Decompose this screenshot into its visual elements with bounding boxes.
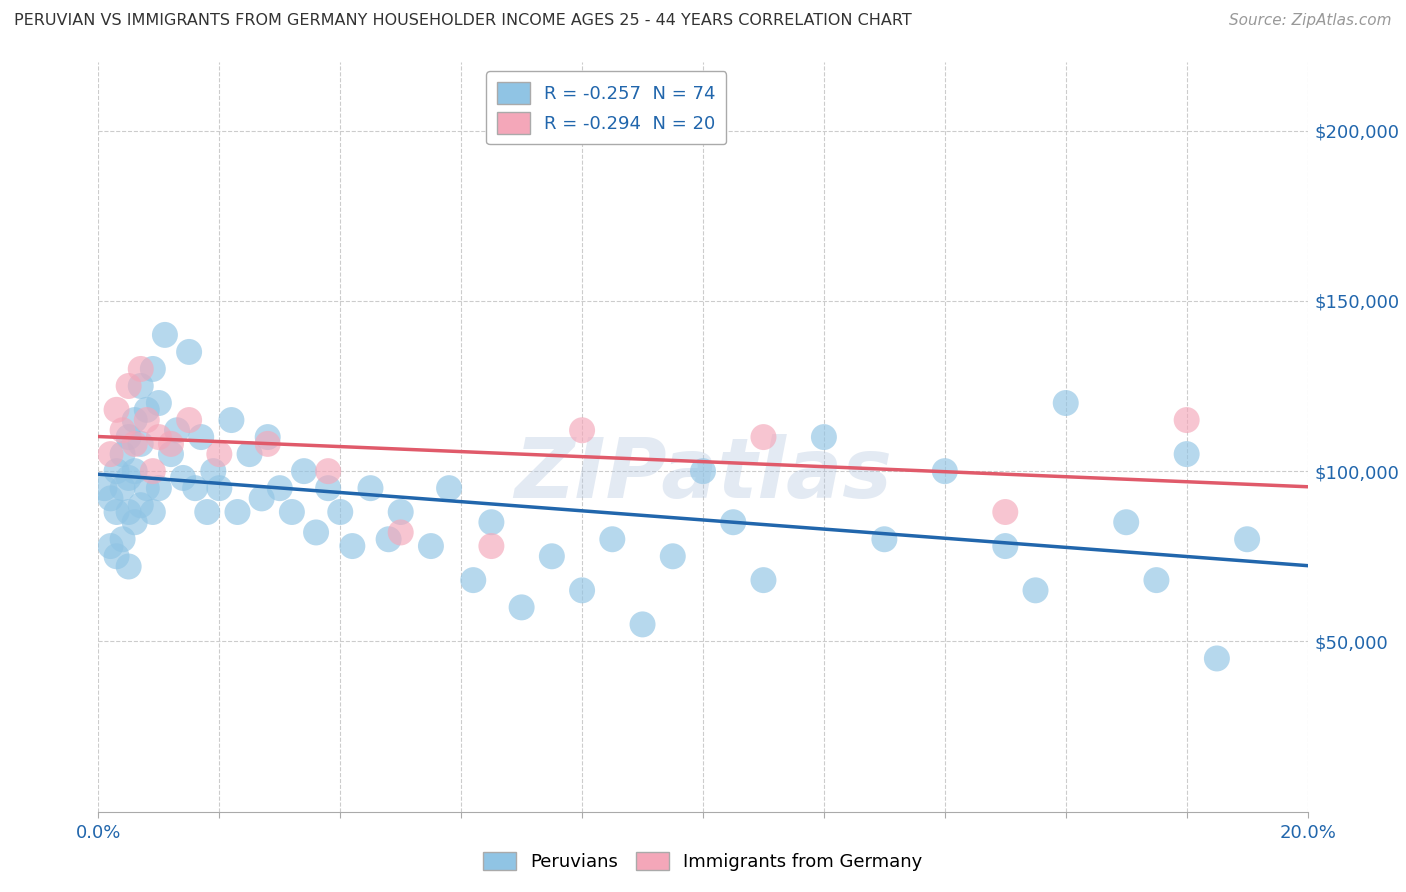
Peruvians	[269, 481, 291, 495]
Peruvians	[124, 413, 146, 427]
Immigrants from Germany	[481, 539, 503, 553]
Peruvians	[124, 464, 146, 478]
Immigrants from Germany	[100, 447, 122, 461]
Peruvians	[250, 491, 273, 506]
Peruvians	[100, 491, 122, 506]
Peruvians	[111, 447, 134, 461]
Immigrants from Germany	[571, 423, 593, 437]
Immigrants from Germany	[111, 423, 134, 437]
Immigrants from Germany	[135, 413, 157, 427]
Peruvians	[692, 464, 714, 478]
Peruvians	[631, 617, 654, 632]
Peruvians	[118, 505, 141, 519]
Peruvians	[360, 481, 382, 495]
Peruvians	[540, 549, 562, 564]
Peruvians	[105, 505, 128, 519]
Peruvians	[1115, 515, 1137, 529]
Peruvians	[420, 539, 443, 553]
Peruvians	[172, 471, 194, 485]
Peruvians	[377, 533, 399, 547]
Peruvians	[148, 481, 170, 495]
Immigrants from Germany	[179, 413, 201, 427]
Peruvians	[100, 539, 122, 553]
Peruvians	[389, 505, 412, 519]
Legend: R = -0.257  N = 74, R = -0.294  N = 20: R = -0.257 N = 74, R = -0.294 N = 20	[486, 71, 727, 145]
Peruvians	[111, 533, 134, 547]
Legend: Peruvians, Immigrants from Germany: Peruvians, Immigrants from Germany	[477, 845, 929, 879]
Peruvians	[111, 481, 134, 495]
Peruvians	[142, 362, 165, 376]
Peruvians	[148, 396, 170, 410]
Peruvians	[135, 402, 157, 417]
Peruvians	[208, 481, 231, 495]
Peruvians	[160, 447, 183, 461]
Peruvians	[873, 533, 896, 547]
Peruvians	[1054, 396, 1077, 410]
Peruvians	[342, 539, 364, 553]
Immigrants from Germany	[124, 437, 146, 451]
Peruvians	[135, 481, 157, 495]
Immigrants from Germany	[316, 464, 339, 478]
Immigrants from Germany	[389, 525, 412, 540]
Immigrants from Germany	[142, 464, 165, 478]
Immigrants from Germany	[129, 362, 152, 376]
Peruvians	[723, 515, 745, 529]
Peruvians	[129, 437, 152, 451]
Peruvians	[510, 600, 533, 615]
Peruvians	[118, 559, 141, 574]
Peruvians	[226, 505, 249, 519]
Peruvians	[1144, 573, 1167, 587]
Peruvians	[437, 481, 460, 495]
Peruvians	[934, 464, 956, 478]
Peruvians	[129, 379, 152, 393]
Immigrants from Germany	[160, 437, 183, 451]
Peruvians	[481, 515, 503, 529]
Peruvians	[1206, 651, 1229, 665]
Peruvians	[281, 505, 304, 519]
Peruvians	[256, 430, 278, 444]
Immigrants from Germany	[105, 402, 128, 417]
Immigrants from Germany	[148, 430, 170, 444]
Immigrants from Germany	[256, 437, 278, 451]
Peruvians	[93, 481, 115, 495]
Peruvians	[994, 539, 1017, 553]
Peruvians	[105, 464, 128, 478]
Peruvians	[118, 430, 141, 444]
Text: Source: ZipAtlas.com: Source: ZipAtlas.com	[1229, 13, 1392, 29]
Peruvians	[129, 498, 152, 512]
Peruvians	[602, 533, 624, 547]
Peruvians	[329, 505, 352, 519]
Immigrants from Germany	[1175, 413, 1198, 427]
Peruvians	[190, 430, 212, 444]
Immigrants from Germany	[208, 447, 231, 461]
Text: ZIPatlas: ZIPatlas	[515, 434, 891, 515]
Peruvians	[1024, 583, 1046, 598]
Peruvians	[202, 464, 225, 478]
Peruvians	[221, 413, 243, 427]
Peruvians	[166, 423, 188, 437]
Text: PERUVIAN VS IMMIGRANTS FROM GERMANY HOUSEHOLDER INCOME AGES 25 - 44 YEARS CORREL: PERUVIAN VS IMMIGRANTS FROM GERMANY HOUS…	[14, 13, 912, 29]
Immigrants from Germany	[752, 430, 775, 444]
Peruvians	[1236, 533, 1258, 547]
Immigrants from Germany	[118, 379, 141, 393]
Peruvians	[124, 515, 146, 529]
Peruvians	[752, 573, 775, 587]
Peruvians	[239, 447, 262, 461]
Peruvians	[813, 430, 835, 444]
Peruvians	[118, 471, 141, 485]
Peruvians	[571, 583, 593, 598]
Peruvians	[195, 505, 218, 519]
Peruvians	[142, 505, 165, 519]
Peruvians	[305, 525, 328, 540]
Peruvians	[316, 481, 339, 495]
Peruvians	[1175, 447, 1198, 461]
Peruvians	[153, 327, 176, 342]
Peruvians	[179, 345, 201, 359]
Peruvians	[184, 481, 207, 495]
Peruvians	[292, 464, 315, 478]
Peruvians	[105, 549, 128, 564]
Peruvians	[661, 549, 683, 564]
Immigrants from Germany	[994, 505, 1017, 519]
Peruvians	[463, 573, 485, 587]
